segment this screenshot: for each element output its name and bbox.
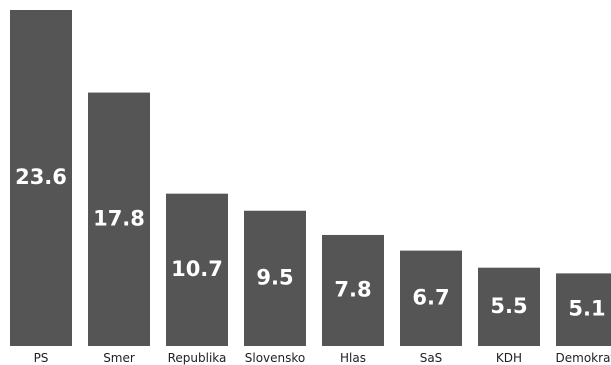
bar-hlas (322, 234, 384, 346)
value-label: 23.6 (15, 165, 67, 189)
bar-kdh (478, 267, 540, 346)
bar-sas (400, 250, 462, 346)
category-label: Hlas (340, 351, 366, 365)
category-label: PS (34, 351, 49, 365)
bar-smer (88, 92, 150, 347)
bars-group (10, 10, 611, 347)
value-label: 7.8 (334, 277, 371, 301)
value-label: 5.5 (490, 294, 527, 318)
category-label: Demokrati (556, 351, 611, 365)
bar-republika (166, 193, 228, 346)
category-label: Republika (168, 351, 227, 365)
category-label: Smer (103, 351, 135, 365)
value-label: 6.7 (412, 285, 449, 309)
value-label: 9.5 (256, 265, 293, 289)
value-labels-group: 23.6 17.8 10.7 9.5 7.8 6.7 5.5 5.1 (15, 165, 606, 321)
bar-ps (10, 10, 72, 346)
category-labels-group: PS Smer Republika Slovensko Hlas SaS KDH Demokr… (34, 351, 611, 365)
category-label: Slovensko (245, 351, 306, 365)
category-label: SaS (420, 351, 443, 365)
value-label: 10.7 (171, 257, 223, 281)
bar-slovensko (244, 210, 306, 346)
bar-demokrati (556, 273, 611, 346)
value-label: 17.8 (93, 206, 145, 230)
category-label: KDH (496, 351, 522, 365)
value-label: 5.1 (568, 297, 605, 321)
